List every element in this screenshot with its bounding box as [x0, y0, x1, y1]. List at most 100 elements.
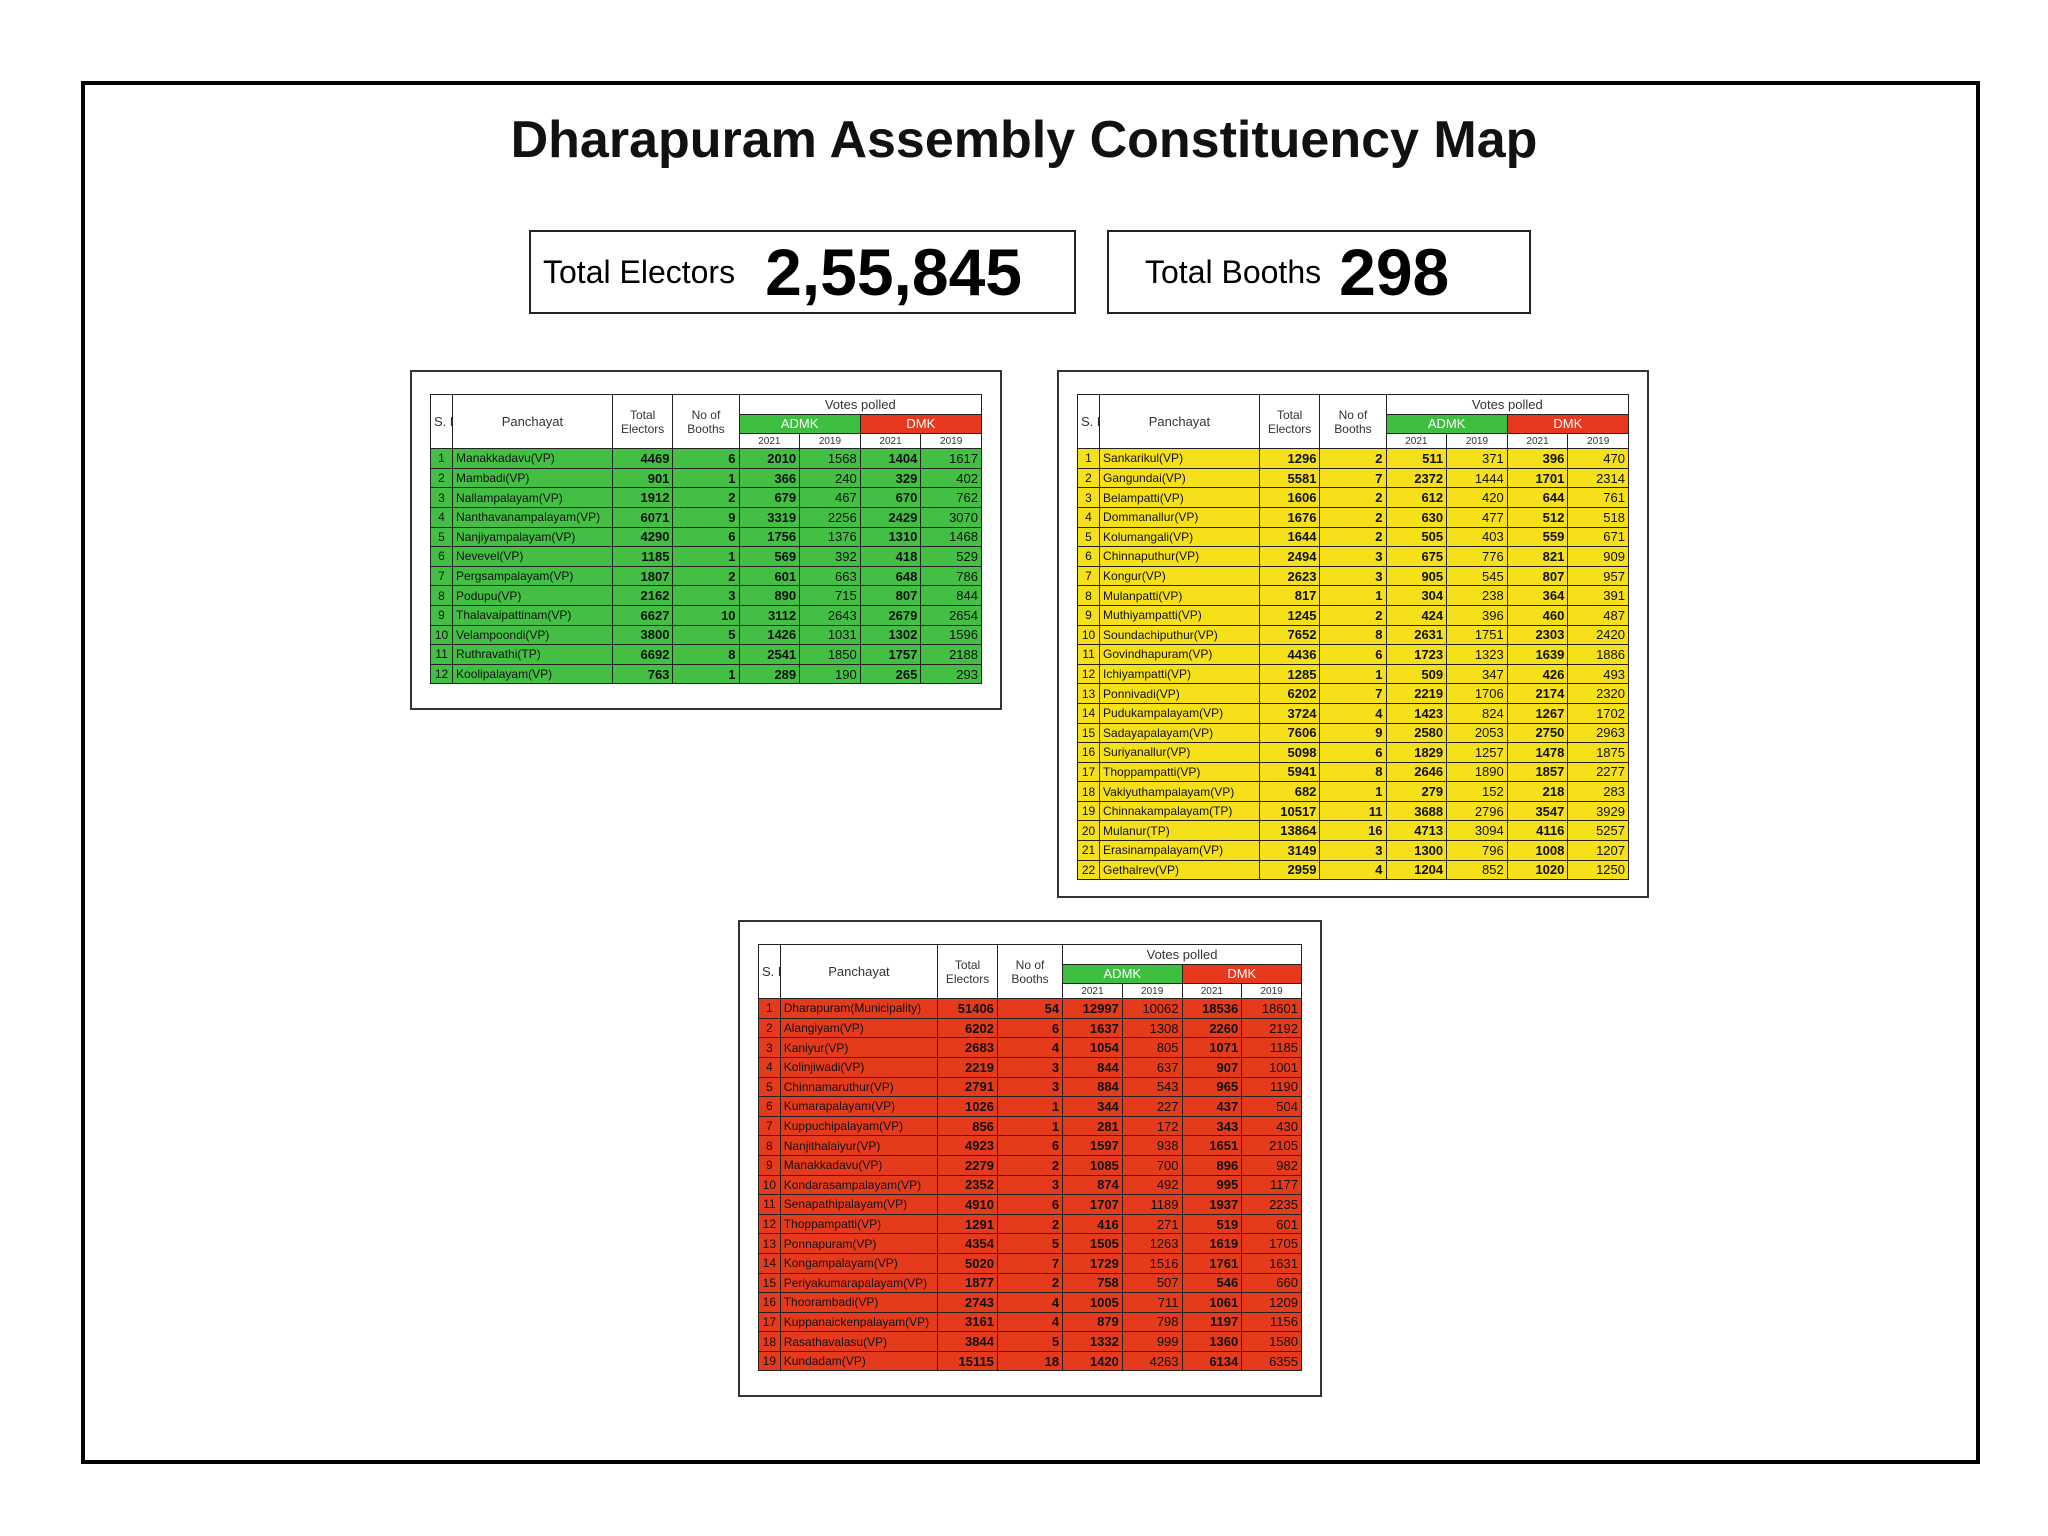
- table-cell: 4290: [611, 526, 674, 548]
- table-cell: 4: [1319, 859, 1387, 881]
- table-cell: Kuppanaickenpalayam(VP): [779, 1311, 939, 1333]
- table-cell: 4: [996, 1037, 1064, 1058]
- table-cell: 392: [799, 546, 861, 567]
- table-cell: 437: [1181, 1096, 1243, 1117]
- table-cell: Soundachiputhur(VP): [1099, 624, 1260, 646]
- table-cell: 1875: [1567, 742, 1629, 763]
- table-cell: 5581: [1258, 467, 1321, 489]
- table-cell: 559: [1506, 526, 1569, 548]
- table-cell: 281: [1062, 1115, 1123, 1137]
- table-row: 14 Pudukampalayam(VP) 3724 4 1423 824 1267 1702: [1076, 702, 1629, 724]
- party-header: ADMK: [1385, 413, 1508, 435]
- table-cell: 5020: [937, 1252, 998, 1274]
- table-cell: 424: [1385, 604, 1448, 626]
- table-cell: 16: [1319, 820, 1387, 842]
- table-cell: 467: [799, 487, 861, 508]
- table-cell: Mambadi(VP): [452, 467, 613, 489]
- table-cell: 1031: [799, 624, 861, 646]
- table-cell: Nanjiyampalayam(VP): [452, 526, 613, 548]
- table-cell: 1580: [1241, 1331, 1302, 1352]
- table-cell: 1606: [1258, 487, 1321, 508]
- table-cell: 663: [799, 565, 861, 587]
- table-cell: 9: [758, 1154, 781, 1176]
- table-cell: 1596: [920, 624, 982, 646]
- table-cell: 7: [429, 565, 454, 587]
- table-cell: 343: [1181, 1115, 1243, 1137]
- table-row: 7 Kuppuchipalayam(VP) 856 1 281 172 343 430: [758, 1115, 1302, 1137]
- table-cell: 1026: [937, 1096, 998, 1117]
- col-header: Panchayat: [1099, 393, 1260, 450]
- table-row: 1 Dharapuram(Municipality) 51406 54 12997 100…: [758, 998, 1302, 1019]
- table-row: 14 Kongampalayam(VP) 5020 7 1729 1516 1761 1631: [758, 1252, 1302, 1274]
- table-cell: 852: [1446, 859, 1508, 881]
- table-cell: 227: [1121, 1096, 1183, 1117]
- col-header: Total Electors: [937, 943, 998, 1000]
- table-cell: Ponnivadi(VP): [1099, 683, 1260, 704]
- table-cell: 2256: [799, 506, 861, 528]
- table-cell: 1285: [1258, 663, 1321, 685]
- table-row: 4 Kolinjiwadi(VP) 2219 3 844 637 907 1001: [758, 1056, 1302, 1078]
- table-cell: 7: [1319, 683, 1387, 704]
- table-cell: 1302: [859, 624, 922, 646]
- table-row: 7 Pergsampalayam(VP) 1807 2 601 663 648 786: [429, 565, 982, 587]
- table-cell: Sadayapalayam(VP): [1099, 722, 1260, 744]
- table-cell: 396: [1446, 604, 1508, 626]
- table-cell: Dharapuram(Municipality): [779, 998, 939, 1019]
- table-row: 12 Ichiyampatti(VP) 1285 1 509 347 426 493: [1076, 663, 1629, 685]
- table-cell: 3: [996, 1076, 1064, 1098]
- table-cell: 2277: [1567, 761, 1629, 783]
- year-header: 2019: [1567, 433, 1629, 450]
- table-cell: 1505: [1062, 1233, 1123, 1254]
- table-row: 4 Dommanallur(VP) 1676 2 630 477 512 518: [1076, 506, 1629, 528]
- table-cell: 761: [1567, 487, 1629, 508]
- col-header: No of Booths: [1319, 393, 1387, 450]
- table-cell: Alangiyam(VP): [779, 1017, 939, 1039]
- table-cell: 1705: [1241, 1233, 1302, 1254]
- table-cell: 396: [1506, 448, 1569, 469]
- table-row: 9 Thalavaipattinam(VP) 6627 10 3112 2643 2679 2…: [429, 604, 982, 626]
- table-cell: 807: [859, 585, 922, 606]
- table-cell: 2: [1319, 526, 1387, 548]
- table-cell: 2352: [937, 1174, 998, 1196]
- table-cell: 1190: [1241, 1076, 1302, 1098]
- table-cell: 1156: [1241, 1311, 1302, 1333]
- table-cell: 1207: [1567, 840, 1629, 861]
- table-row: 21 Erasinampalayam(VP) 3149 3 1300 796 1008 120…: [1076, 840, 1629, 861]
- table-cell: 504: [1241, 1096, 1302, 1117]
- table-cell: 2: [996, 1154, 1064, 1176]
- table-cell: 1267: [1506, 702, 1569, 724]
- table-cell: 4923: [937, 1135, 998, 1156]
- year-header: 2021: [1385, 433, 1448, 450]
- table-cell: Rasathavalasu(VP): [779, 1331, 939, 1352]
- table-cell: 15115: [937, 1350, 998, 1372]
- table-cell: 763: [611, 663, 674, 685]
- table-cell: 3: [1076, 487, 1101, 508]
- year-header: 2019: [920, 433, 982, 450]
- table-cell: Periyakumarapalayam(VP): [779, 1272, 939, 1294]
- table-cell: 762: [920, 487, 982, 508]
- table-cell: 152: [1446, 781, 1508, 802]
- party-header: ADMK: [738, 413, 861, 435]
- table-cell: Mulanur(TP): [1099, 820, 1260, 842]
- table-row: 6 Chinnaputhur(VP) 2494 3 675 776 821 909: [1076, 546, 1629, 567]
- table-cell: 18601: [1241, 998, 1302, 1019]
- table-cell: 1005: [1062, 1292, 1123, 1313]
- table-cell: Vakiyuthampalayam(VP): [1099, 781, 1260, 802]
- table-cell: 1707: [1062, 1194, 1123, 1215]
- table-cell: 2010: [738, 448, 801, 469]
- table-cell: 420: [1446, 487, 1508, 508]
- col-header: Votes polled: [738, 394, 983, 415]
- table-cell: 460: [1506, 604, 1569, 626]
- table-cell: Chinnaputhur(VP): [1099, 546, 1260, 567]
- table-cell: Muthiyampatti(VP): [1099, 604, 1260, 626]
- table-cell: 2963: [1567, 722, 1629, 744]
- table-cell: 3: [672, 585, 740, 606]
- table-cell: 2623: [1258, 565, 1321, 587]
- table-row: 7 Kongur(VP) 2623 3 905 545 807 957: [1076, 565, 1629, 587]
- table-cell: 3: [1319, 546, 1387, 567]
- table-row: 19 Chinnakampalayam(TP) 10517 11 3688 2796 354…: [1076, 800, 1629, 822]
